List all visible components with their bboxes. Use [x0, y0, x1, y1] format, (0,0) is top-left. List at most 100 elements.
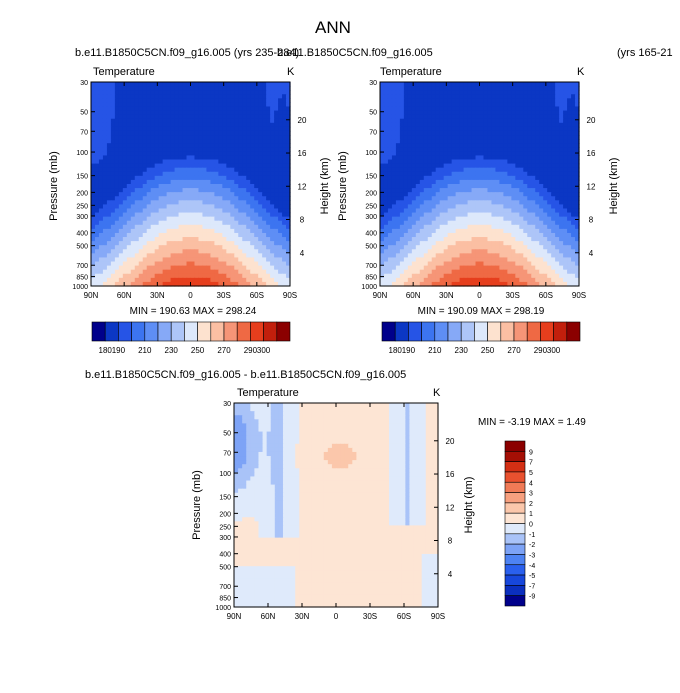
- case2-cell: [571, 208, 576, 214]
- case1-cell: [266, 179, 271, 185]
- case2-cell: [495, 159, 500, 165]
- case2-cell: [431, 192, 437, 197]
- case2-cell: [411, 126, 417, 132]
- case2-cell: [467, 151, 473, 157]
- case2-cell: [527, 232, 532, 238]
- case2-cell: [447, 90, 453, 95]
- case1-y-right-tick-label: 4: [300, 249, 305, 258]
- case2-cell: [551, 228, 556, 234]
- case2-cell: [527, 188, 532, 193]
- case2-cell: [380, 241, 385, 246]
- case2-cell: [383, 237, 389, 242]
- case2-cell: [395, 224, 401, 230]
- case1-cell: [122, 253, 128, 259]
- case2-cell: [411, 196, 417, 201]
- case1-cell: [190, 237, 196, 242]
- case1-cell: [286, 151, 291, 157]
- case2-cell: [415, 126, 421, 132]
- case2-cell: [539, 196, 544, 201]
- case2-cell: [567, 82, 572, 87]
- case2-cell: [527, 114, 532, 120]
- case2-cell: [459, 98, 465, 103]
- case2-cell: [383, 110, 389, 116]
- case1-cell: [158, 241, 164, 246]
- case2-cell: [403, 261, 409, 267]
- case2-cell: [523, 110, 528, 116]
- case1-cell: [186, 192, 192, 197]
- case2-cell: [407, 82, 413, 87]
- case2-cell: [463, 110, 469, 116]
- case1-cell: [242, 277, 247, 283]
- case2-cell: [447, 155, 453, 161]
- case2-cell: [455, 200, 461, 205]
- case2-cell: [535, 82, 540, 87]
- case2-cell: [439, 200, 445, 205]
- case2-cell: [451, 273, 457, 279]
- case1-cell: [214, 82, 219, 87]
- case1-cell: [262, 151, 267, 157]
- case1-cell: [194, 261, 200, 267]
- case2-cell: [531, 200, 536, 205]
- case2-cell: [575, 135, 580, 140]
- case1-cell: [210, 163, 215, 169]
- case1-cell: [138, 237, 144, 242]
- case2-cell: [543, 90, 548, 95]
- case1-cell: [182, 281, 188, 287]
- case1-cell: [138, 212, 144, 218]
- case1-cell: [142, 237, 148, 242]
- case2-cell: [383, 196, 389, 201]
- case1-cell: [214, 167, 219, 173]
- case2-cell: [380, 249, 385, 254]
- case1-cell: [222, 151, 227, 157]
- case1-cell: [150, 188, 156, 193]
- case1-cell: [146, 253, 152, 259]
- case1-cell: [158, 86, 164, 91]
- case1-cell: [154, 277, 160, 283]
- case2-cell: [551, 265, 556, 271]
- case1-cell: [210, 126, 215, 132]
- case2-cell: [555, 139, 560, 144]
- case2-cell: [411, 122, 417, 128]
- case1-cell: [150, 224, 156, 230]
- case2-cell: [575, 196, 580, 201]
- case1-cell: [126, 135, 132, 140]
- case2-cell: [507, 212, 512, 218]
- case2-cell: [539, 232, 544, 238]
- case2-cell: [415, 208, 421, 214]
- case1-cell: [138, 273, 144, 279]
- case1-cell: [142, 94, 148, 99]
- case1-cell: [114, 204, 120, 210]
- case2-cell: [455, 196, 461, 201]
- case1-cell: [210, 269, 215, 275]
- case1-cell: [118, 147, 124, 152]
- case1-cell: [114, 237, 120, 242]
- case1-cell: [214, 277, 219, 283]
- case1-cell: [278, 216, 283, 222]
- case2-cell: [407, 253, 413, 259]
- case1-cell: [246, 245, 251, 250]
- case1-cell: [162, 269, 168, 275]
- case2-cell: [555, 204, 560, 210]
- case2-cell: [471, 159, 477, 165]
- case1-cell: [246, 265, 251, 271]
- case2-cell: [391, 224, 397, 230]
- case2-cell: [531, 106, 536, 112]
- case2-cell: [427, 147, 433, 152]
- case2-cell: [487, 98, 493, 103]
- case1-cell: [186, 241, 192, 246]
- case1-cell: [134, 98, 140, 103]
- case2-cell: [543, 196, 548, 201]
- case2-cell: [411, 257, 417, 263]
- case2-cell: [399, 237, 405, 242]
- case1-cell: [230, 179, 235, 185]
- case1-cell: [186, 102, 192, 108]
- case1-cell: [254, 151, 259, 157]
- case1-cell: [202, 171, 208, 177]
- case1-cell: [174, 163, 180, 169]
- case2-cell: [395, 151, 401, 157]
- case1-cell: [142, 171, 148, 177]
- case1-cell: [222, 98, 227, 103]
- case1-cell: [98, 261, 104, 267]
- case1-cell: [122, 184, 128, 189]
- case1-cell: [190, 179, 196, 185]
